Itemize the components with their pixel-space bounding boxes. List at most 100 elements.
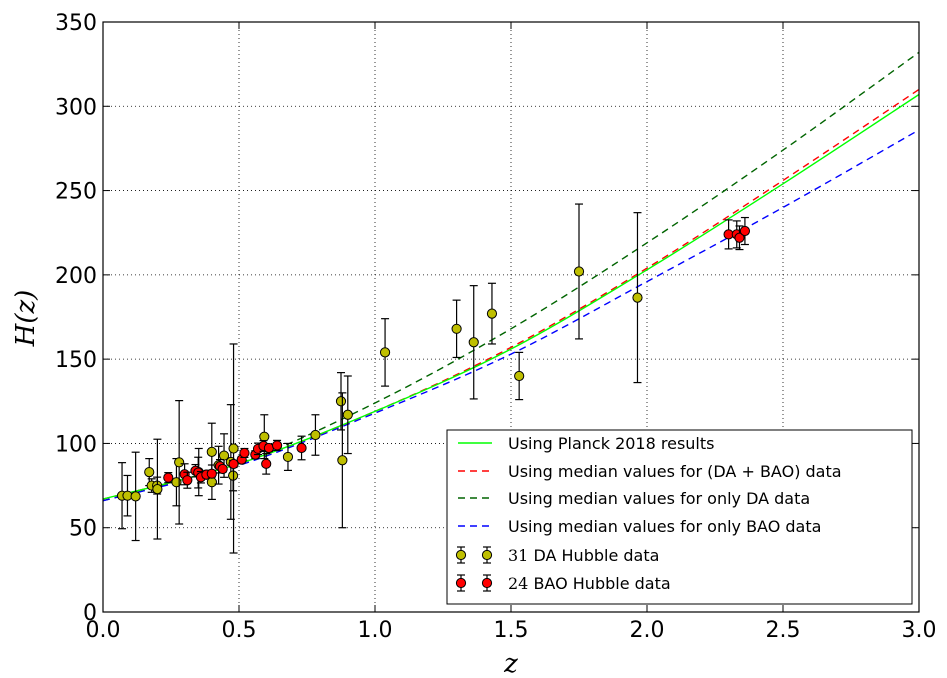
point-marker	[337, 455, 348, 466]
y-tick-label: 50	[69, 517, 97, 542]
point-marker	[734, 232, 745, 243]
y-tick-label: 0	[83, 601, 97, 626]
y-tick-label: 150	[55, 348, 97, 373]
data-point	[723, 219, 734, 250]
legend-marker-swatch	[455, 577, 467, 589]
y-tick-label: 100	[55, 432, 97, 457]
data-point	[486, 282, 498, 345]
point-marker	[144, 466, 155, 478]
point-marker	[335, 396, 347, 407]
point-marker	[218, 450, 230, 461]
point-marker	[379, 347, 391, 358]
point-marker	[514, 370, 525, 382]
data-point	[296, 435, 307, 461]
legend-count: 24	[508, 574, 528, 593]
legend-entry-label: Using Planck 2018 results	[508, 434, 714, 453]
point-marker	[174, 457, 185, 468]
legend-entry-label: Using median values for only DA data	[508, 489, 810, 508]
x-tick-label: 2.5	[766, 618, 801, 643]
data-point	[379, 318, 391, 387]
point-marker	[632, 292, 643, 303]
legend-marker-swatch	[455, 549, 467, 561]
point-marker	[310, 429, 321, 441]
x-tick-label: 0.0	[86, 618, 121, 643]
point-marker	[163, 472, 174, 483]
legend: Using Planck 2018 results Using median va…	[446, 429, 913, 605]
point-marker	[206, 468, 217, 479]
point-marker	[468, 337, 479, 348]
x-tick-label: 0.5	[222, 618, 257, 643]
x-tick-label: 2.0	[630, 618, 665, 643]
point-marker	[228, 443, 239, 454]
point-marker	[296, 442, 307, 454]
x-tick-label: 1.0	[358, 618, 393, 643]
data-point	[263, 442, 275, 454]
data-point	[174, 400, 185, 525]
data-point	[335, 372, 347, 431]
data-point	[342, 375, 353, 455]
data-point	[271, 439, 283, 452]
model-curve-2	[103, 88, 919, 500]
model-curve-3	[103, 51, 919, 502]
data-point	[228, 458, 239, 470]
legend-entry-label: Using median values for (DA + BAO) data	[508, 462, 842, 481]
point-marker	[182, 475, 193, 486]
point-marker	[217, 463, 228, 475]
x-axis-label: z	[503, 649, 518, 678]
data-point	[261, 452, 272, 475]
point-marker	[739, 225, 751, 237]
data-point	[514, 351, 525, 401]
legend-marker-swatch	[481, 549, 493, 561]
point-marker	[342, 409, 353, 420]
x-tick-label: 1.5	[494, 618, 529, 643]
data-point	[468, 285, 479, 400]
data-point	[239, 447, 250, 459]
point-marker	[451, 323, 462, 334]
data-point	[310, 414, 321, 456]
y-tick-label: 200	[55, 264, 97, 289]
data-points	[116, 203, 751, 554]
data-point	[144, 458, 155, 487]
point-marker	[239, 447, 250, 459]
data-point	[337, 392, 348, 529]
model-curve-4	[103, 129, 919, 502]
data-point	[734, 225, 745, 251]
legend-entry-label: Using median values for only BAO data	[508, 517, 821, 536]
legend-entry-label: 31 DA Hubble data	[508, 546, 659, 565]
data-point	[739, 216, 751, 246]
legend-series-text: DA Hubble data	[528, 546, 659, 565]
point-marker	[152, 484, 163, 495]
point-marker	[130, 491, 141, 502]
point-marker	[271, 440, 283, 451]
point-marker	[261, 458, 272, 469]
data-point	[163, 472, 174, 484]
data-point	[282, 442, 294, 471]
y-axis-label: H(z)	[11, 290, 41, 348]
data-point	[206, 468, 217, 479]
y-tick-label: 250	[55, 180, 97, 205]
data-point	[182, 471, 193, 489]
point-marker	[573, 266, 585, 277]
legend-count: 31	[508, 546, 528, 565]
data-point	[632, 212, 643, 384]
legend-series-text: BAO Hubble data	[528, 574, 670, 593]
point-marker	[228, 458, 239, 470]
data-point	[217, 463, 228, 475]
y-tick-label: 350	[55, 11, 97, 36]
y-tick-label: 300	[55, 95, 97, 120]
data-point	[152, 438, 163, 540]
point-marker	[486, 308, 498, 319]
x-tick-label: 3.0	[902, 618, 937, 643]
ticks: 0.0 0.5 1.0 1.5 2.0 2.5 3.0 0 50 100 150 200 250 300 3…	[55, 11, 937, 643]
data-point	[573, 203, 585, 340]
point-marker	[259, 431, 270, 442]
legend-entry-label: 24 BAO Hubble data	[508, 574, 671, 593]
point-marker	[206, 446, 217, 457]
data-point	[228, 343, 239, 554]
point-marker	[282, 451, 294, 463]
legend-marker-swatch	[481, 577, 493, 589]
legend-box	[446, 429, 913, 605]
data-point	[451, 299, 462, 359]
data-point	[130, 451, 141, 542]
